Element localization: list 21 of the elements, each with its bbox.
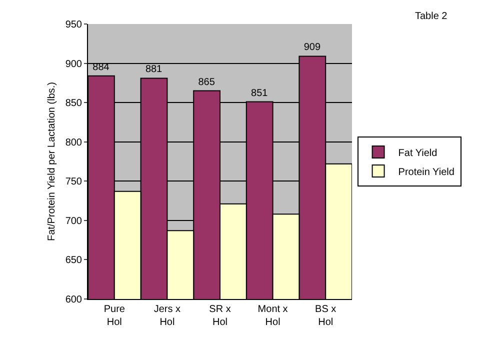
y-tick-label: 700 — [65, 216, 82, 227]
y-tick-label: 950 — [65, 20, 82, 30]
y-tick-label: 650 — [65, 255, 82, 266]
y-tick-label: 750 — [65, 176, 82, 188]
y-tick-label: 800 — [65, 137, 82, 148]
data-label: 851 — [251, 88, 268, 99]
data-label: 865 — [198, 76, 216, 88]
data-label: 909 — [304, 42, 321, 54]
legend-label: Protein Yield — [398, 166, 454, 178]
y-tick-label: 600 — [65, 294, 82, 306]
x-tick-label: Jers x Hol — [154, 304, 181, 328]
x-tick-label: BS x Hol — [315, 304, 336, 328]
x-tick-label: Mont x Hol — [258, 304, 288, 328]
y-tick-label: 850 — [65, 98, 82, 110]
y-axis-title: Fat/Protein Yield per Lactation (lbs.) — [46, 82, 58, 241]
x-tick-label: Pure Hol — [104, 304, 126, 328]
legend-label: Fat Yield — [398, 148, 438, 159]
y-tick-label: 900 — [65, 58, 82, 70]
caption: Table 2 — [415, 11, 448, 22]
data-label: 881 — [145, 64, 163, 76]
x-tick-label: SR x Hol — [209, 304, 231, 328]
